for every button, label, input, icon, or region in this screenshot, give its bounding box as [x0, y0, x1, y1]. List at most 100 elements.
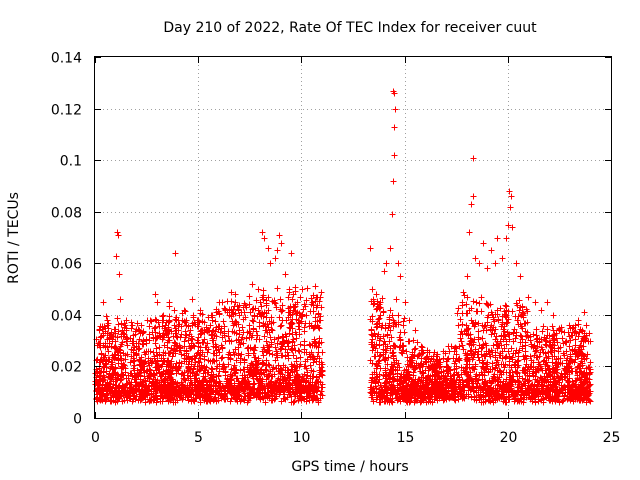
data-point: [507, 204, 514, 211]
data-point: [286, 286, 293, 293]
data-point: [265, 245, 272, 252]
x-tick-label: 10: [293, 430, 311, 446]
data-point: [208, 312, 215, 319]
data-point: [412, 327, 419, 334]
data-point: [476, 260, 483, 267]
y-tick-label: 0.08: [51, 206, 82, 222]
data-point: [397, 273, 404, 280]
ticks: 0 0.02 0.04 0.06 0.08 0.1 0.12 0.14 0 5 10 15 20 25: [51, 51, 621, 447]
data-point: [133, 343, 140, 350]
data-point: [172, 250, 179, 257]
chart-title: Day 210 of 2022, Rate Of TEC Index for r…: [163, 20, 537, 36]
data-point: [222, 307, 229, 314]
scatter-cloud: [92, 283, 594, 406]
data-point: [391, 152, 398, 159]
data-point: [309, 299, 316, 306]
data-point: [395, 260, 402, 267]
data-point: [373, 291, 380, 298]
y-tick-label: 0.06: [51, 257, 82, 273]
data-point: [525, 294, 532, 301]
y-tick-label: 0.04: [51, 309, 82, 325]
data-point: [488, 247, 495, 254]
data-point: [144, 317, 151, 324]
data-point: [109, 338, 116, 345]
y-tick-label: 0.02: [51, 360, 82, 376]
data-point: [160, 312, 167, 319]
x-axis-label: GPS time / hours: [291, 459, 408, 475]
data-point: [115, 232, 122, 239]
data-point: [387, 245, 394, 252]
data-point: [201, 327, 208, 334]
y-axis-label: ROTI / TECUs: [6, 192, 22, 284]
data-point: [581, 309, 588, 316]
y-tick-label: 0.12: [51, 103, 82, 119]
data-point: [154, 299, 161, 306]
data-point: [390, 88, 397, 95]
data-point: [484, 265, 491, 272]
data-point: [402, 299, 409, 306]
data-point: [129, 338, 136, 345]
data-point: [503, 235, 510, 242]
data-point: [189, 296, 196, 303]
x-tick-label: 25: [603, 430, 621, 446]
data-point: [513, 260, 520, 267]
data-point: [317, 317, 324, 324]
plot-frame: [94, 56, 612, 419]
data-point: [468, 201, 475, 208]
data-point: [563, 338, 570, 345]
data-point: [236, 302, 243, 309]
data-point: [459, 299, 466, 306]
data-point: [303, 312, 310, 319]
data-point: [216, 299, 223, 306]
data-point: [466, 229, 473, 236]
y-tick-label: 0.1: [60, 154, 82, 170]
data-point: [243, 304, 250, 311]
data-point: [100, 299, 107, 306]
data-point: [418, 343, 425, 350]
data-point: [259, 229, 266, 236]
data-point: [544, 299, 551, 306]
x-tick-label: 5: [194, 430, 203, 446]
data-point: [470, 193, 477, 200]
data-point: [406, 317, 413, 324]
data-point: [585, 338, 592, 345]
data-point: [139, 330, 146, 337]
data-point: [166, 299, 173, 306]
data-point: [152, 291, 159, 298]
data-point: [443, 363, 450, 370]
data-point: [255, 286, 262, 293]
data-point: [114, 229, 121, 236]
data-point: [116, 271, 123, 278]
data-point: [383, 260, 390, 267]
data-point: [505, 222, 512, 229]
data-point: [464, 273, 471, 280]
data-point: [433, 363, 440, 370]
data-point: [506, 188, 513, 195]
data-point: [472, 255, 479, 262]
data-point: [175, 317, 182, 324]
data-point: [393, 296, 400, 303]
data-point: [381, 268, 388, 275]
data-point: [391, 124, 398, 131]
data-point: [499, 255, 506, 262]
data-point: [261, 235, 268, 242]
data-point: [123, 325, 130, 332]
x-tick-label: 0: [91, 430, 100, 446]
y-tick-label: 0.14: [51, 51, 82, 67]
data-point: [470, 155, 477, 162]
data-point: [532, 299, 539, 306]
data-point: [195, 317, 202, 324]
data-point: [509, 224, 516, 231]
y-tick-label: 0: [73, 412, 82, 428]
data-point: [232, 291, 239, 298]
data-point: [282, 271, 289, 278]
data-point: [278, 240, 285, 247]
data-point: [389, 211, 396, 218]
data-point: [492, 260, 499, 267]
data-point: [113, 253, 120, 260]
data-point: [276, 232, 283, 239]
data-point: [117, 296, 124, 303]
data-point: [249, 281, 256, 288]
data-point: [294, 299, 301, 306]
data-point: [181, 307, 188, 314]
